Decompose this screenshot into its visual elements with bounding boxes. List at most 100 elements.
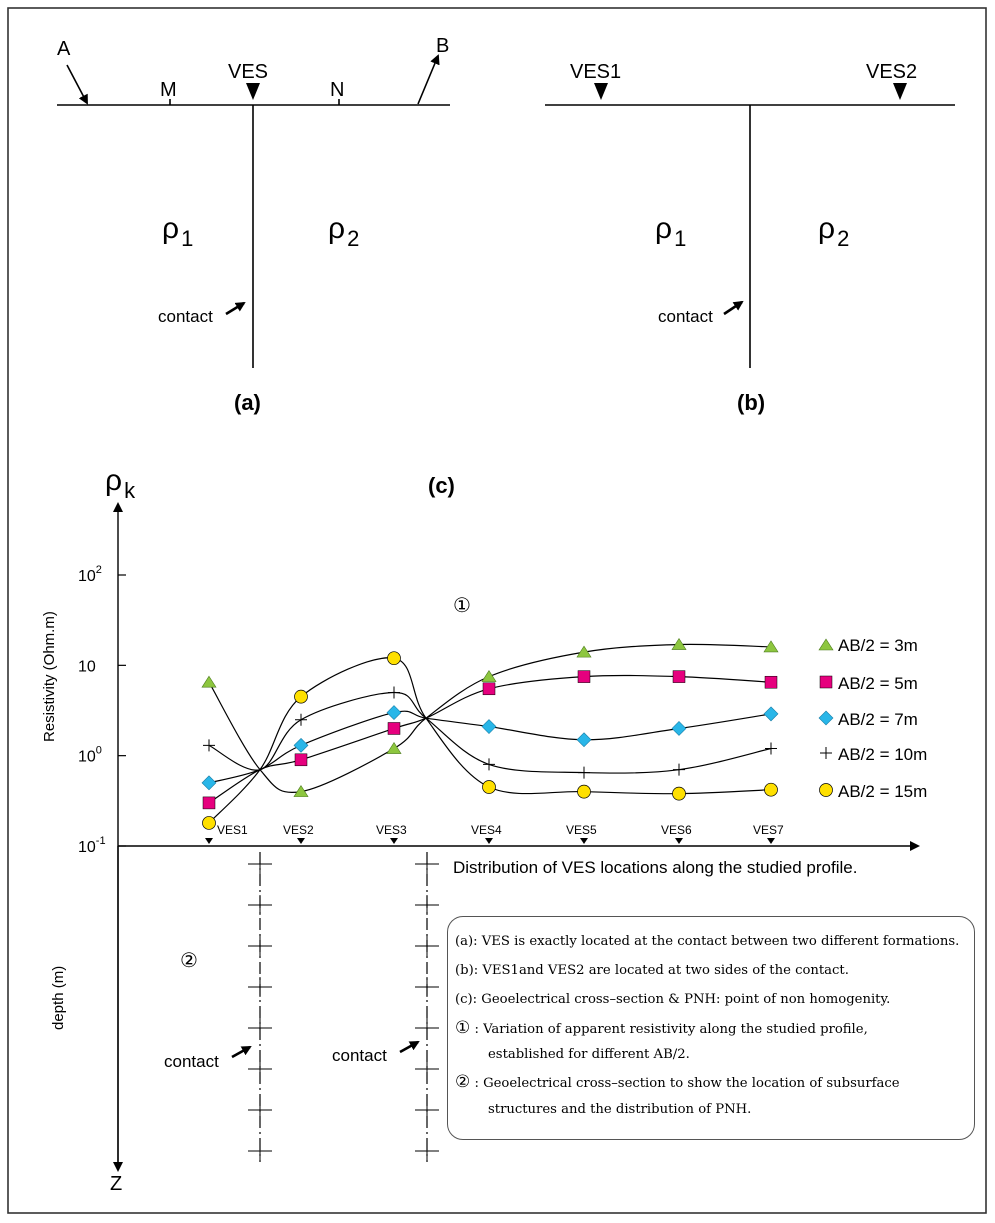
- data-point: [764, 675, 778, 689]
- legend-label: AB/2 = 3m: [838, 636, 918, 655]
- y-axis-symbol: ρk: [105, 464, 136, 503]
- electrode-b-label: B: [436, 35, 449, 57]
- electrode-n-label: N: [330, 79, 344, 101]
- pnh-cross-icon: [415, 854, 439, 874]
- x-axis-title: Distribution of VES locations along the …: [453, 858, 857, 877]
- data-point: [293, 737, 309, 753]
- data-point: [386, 705, 402, 720]
- data-point: [671, 637, 687, 650]
- pnh-cross-icon: [415, 895, 439, 915]
- data-point: [481, 719, 497, 734]
- ves-marker-icon: [246, 83, 260, 100]
- x-tick-label: VES4: [471, 823, 502, 837]
- x-tick-label: VES5: [566, 823, 597, 837]
- electrode-a-label: A: [57, 38, 71, 60]
- rho2-label: ρ2: [818, 212, 849, 251]
- x-category-labels: VES1 VES2 VES3 VES4 VES5 VES6 VES7: [217, 823, 784, 837]
- contact-arrow-icon: [225, 301, 246, 316]
- x-tick-label: VES6: [661, 823, 692, 837]
- data-point: [482, 682, 496, 696]
- current-electrode-a-arrow: [66, 64, 88, 105]
- depth-axis-title: depth (m): [50, 966, 67, 1030]
- x-tick-label: VES7: [753, 823, 784, 837]
- x-tick-label: VES2: [283, 823, 314, 837]
- ves-location-marker-icon: [485, 838, 493, 844]
- rho1-label: ρ1: [655, 212, 686, 251]
- data-point: [202, 796, 216, 810]
- series-lines: [208, 643, 772, 824]
- legend-icons: [818, 638, 834, 797]
- panel-c-label: (c): [428, 473, 455, 498]
- data-point: [763, 640, 779, 653]
- series-line: [208, 691, 772, 774]
- panel-b: VES1 VES2 ρ1 ρ2 contact (b): [545, 61, 955, 415]
- y-tick-label: 100: [78, 745, 102, 766]
- data-point: [201, 775, 217, 791]
- series-line: [208, 710, 772, 784]
- data-point: [577, 670, 591, 683]
- contact-label: contact: [332, 1046, 387, 1065]
- cross-section: ② depth (m) Z contact contact: [50, 852, 439, 1195]
- legend-label: AB/2 = 7m: [838, 710, 918, 729]
- ves-location-marker-icon: [767, 838, 775, 844]
- data-point: [386, 741, 402, 754]
- pnh-cross-icon: [415, 977, 439, 997]
- data-point: [672, 786, 686, 801]
- figure-border: [7, 7, 987, 1214]
- pnh-cross-icon: [415, 1059, 439, 1079]
- panel-a: A M VES N B ρ1 ρ2 contact (a): [57, 35, 450, 415]
- pnh-cross-icon: [248, 977, 272, 997]
- series-line: [208, 657, 772, 824]
- ves-location-marker-icon: [205, 838, 213, 844]
- ves2-label: VES2: [866, 61, 917, 83]
- pnh-cross-icon: [248, 936, 272, 956]
- ves1-marker-icon: [594, 83, 608, 100]
- data-point: [388, 686, 400, 699]
- ves-location-markers: [205, 838, 775, 844]
- marker1-symbol: ①: [453, 593, 471, 617]
- legend-plus-icon: [820, 747, 832, 759]
- data-point: [481, 670, 497, 682]
- pnh-cross-icon: [248, 1141, 272, 1161]
- data-point: [293, 785, 309, 797]
- contact-label: contact: [158, 307, 213, 326]
- data-point: [671, 721, 687, 736]
- panel-a-label: (a): [234, 390, 261, 415]
- ves-location-marker-icon: [390, 838, 398, 844]
- data-point: [295, 713, 307, 726]
- data-point: [201, 675, 217, 688]
- contact-arrow-icon: [399, 1040, 420, 1054]
- pnh-cross-icon: [415, 1018, 439, 1038]
- legend-label: AB/2 = 15m: [838, 782, 927, 801]
- y-axis-ticks: [118, 574, 126, 847]
- note-2: ② : Geoelectrical cross–section to show …: [455, 1072, 900, 1092]
- data-point: [482, 780, 496, 794]
- data-point: [387, 651, 401, 666]
- ves-location-marker-icon: [580, 838, 588, 844]
- data-point: [765, 742, 777, 755]
- data-point: [763, 706, 779, 722]
- data-point: [577, 784, 591, 799]
- legend-label: AB/2 = 10m: [838, 745, 927, 764]
- pnh-cross-icon: [415, 1141, 439, 1161]
- note-1: ① : Variation of apparent resistivity al…: [455, 1018, 868, 1038]
- legend-triangle-icon: [818, 638, 834, 651]
- note-1-line2: established for different AB/2.: [488, 1047, 690, 1062]
- note-2-marker: ②: [455, 1072, 471, 1092]
- data-point: [673, 763, 685, 776]
- y-tick-label: 10: [78, 658, 96, 675]
- series-line: [208, 643, 772, 794]
- data-point: [576, 732, 592, 748]
- pnh-cross-icon: [248, 895, 272, 915]
- pnh-cross-icon: [248, 1059, 272, 1079]
- marker2-symbol: ②: [180, 948, 198, 972]
- legend-label: AB/2 = 5m: [838, 674, 918, 693]
- data-point: [578, 766, 590, 779]
- note-1-marker: ①: [455, 1018, 471, 1038]
- data-point: [203, 739, 215, 752]
- pnh-cross-icon: [248, 854, 272, 874]
- contact-label: contact: [164, 1052, 219, 1071]
- ves1-label: VES1: [570, 61, 621, 83]
- data-point: [202, 816, 216, 830]
- ves-location-marker-icon: [297, 838, 305, 844]
